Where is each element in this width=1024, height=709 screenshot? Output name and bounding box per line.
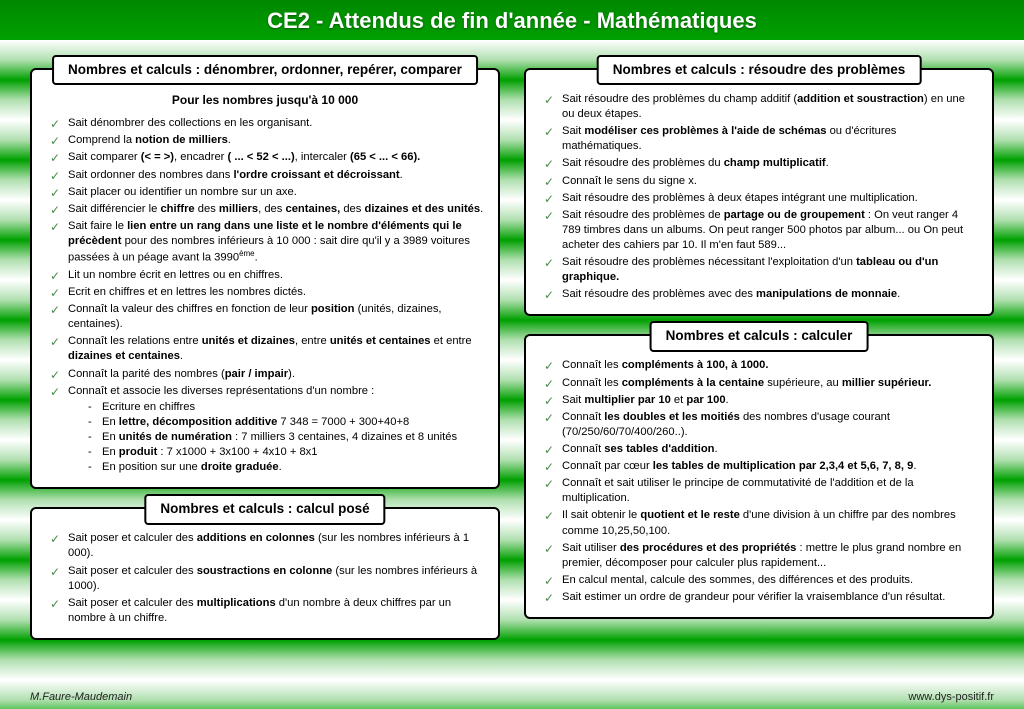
list-item: Connaît la valeur des chiffres en foncti… [50,302,484,332]
list-item: Il sait obtenir le quotient et le reste … [544,508,978,538]
list-item: Connaît et associe les diverses représen… [50,384,484,476]
list-item: Comprend la notion de milliers. [50,133,484,148]
list-item: Sait différencier le chiffre des millier… [50,202,484,217]
right-column: Nombres et calculs : résoudre des problè… [524,50,994,640]
box-calculer-list: Connaît les compléments à 100, à 1000. Co… [540,358,978,605]
list-item: Sait poser et calculer des additions en … [50,531,484,561]
box-calcul-pose: Nombres et calculs : calcul posé Sait po… [30,507,500,640]
list-item: Connaît les compléments à 100, à 1000. [544,358,978,373]
list-item: Connaît ses tables d'addition. [544,442,978,457]
box-problemes-list: Sait résoudre des problèmes du champ add… [540,92,978,302]
list-item: Ecriture en chiffres [88,400,484,415]
list-item: Sait résoudre des problèmes du champ mul… [544,156,978,171]
list-item: Sait faire le lien entre un rang dans un… [50,219,484,266]
box-problemes-title: Nombres et calculs : résoudre des problè… [597,55,922,85]
list-item: Connaît et sait utiliser le principe de … [544,476,978,506]
list-item: En position sur une droite graduée. [88,460,484,475]
list-item: Sait résoudre des problèmes nécessitant … [544,255,978,285]
footer-author: M.Faure-Maudemain [30,691,132,703]
sub-list: Ecriture en chiffresEn lettre, décomposi… [68,400,484,476]
list-item: Connaît la parité des nombres (pair / im… [50,367,484,382]
list-item: Connaît les relations entre unités et di… [50,334,484,364]
list-item: En lettre, décomposition additive 7 348 … [88,415,484,430]
box-denombrer-subhead: Pour les nombres jusqu'à 10 000 [46,92,484,108]
list-item: Sait comparer (< = >), encadrer ( ... < … [50,150,484,165]
page-title: CE2 - Attendus de fin d'année - Mathémat… [0,0,1024,40]
list-item: Sait estimer un ordre de grandeur pour v… [544,590,978,605]
columns: Nombres et calculs : dénombrer, ordonner… [0,40,1024,640]
box-calculer-title: Nombres et calculs : calculer [650,321,869,351]
left-column: Nombres et calculs : dénombrer, ordonner… [30,50,500,640]
list-item: Ecrit en chiffres et en lettres les nomb… [50,285,484,300]
box-calcul-pose-list: Sait poser et calculer des additions en … [46,531,484,626]
list-item: Sait multiplier par 10 et par 100. [544,393,978,408]
list-item: Sait résoudre des problèmes du champ add… [544,92,978,122]
list-item: Sait résoudre des problèmes à deux étape… [544,191,978,206]
box-denombrer-title: Nombres et calculs : dénombrer, ordonner… [52,55,478,85]
box-denombrer-list: Sait dénombrer des collections en les or… [46,116,484,475]
list-item: En unités de numération : 7 milliers 3 c… [88,430,484,445]
list-item: Connaît le sens du signe x. [544,174,978,189]
list-item: Sait poser et calculer des soustractions… [50,564,484,594]
list-item: Connaît les compléments à la centaine su… [544,376,978,391]
box-problemes: Nombres et calculs : résoudre des problè… [524,68,994,316]
list-item: Sait poser et calculer des multiplicatio… [50,596,484,626]
box-denombrer: Nombres et calculs : dénombrer, ordonner… [30,68,500,489]
list-item: Connaît les doubles et les moitiés des n… [544,410,978,440]
box-calcul-pose-title: Nombres et calculs : calcul posé [144,494,385,524]
list-item: Lit un nombre écrit en lettres ou en chi… [50,268,484,283]
list-item: Sait ordonner des nombres dans l'ordre c… [50,168,484,183]
footer-site: www.dys-positif.fr [908,691,994,703]
list-item: Sait résoudre des problèmes de partage o… [544,208,978,253]
box-calculer: Nombres et calculs : calculer Connaît le… [524,334,994,619]
list-item: Sait dénombrer des collections en les or… [50,116,484,131]
list-item: Connaît par cœur les tables de multiplic… [544,459,978,474]
list-item: Sait utiliser des procédures et des prop… [544,541,978,571]
list-item: Sait modéliser ces problèmes à l'aide de… [544,124,978,154]
list-item: En produit : 7 x1000 + 3x100 + 4x10 + 8x… [88,445,484,460]
list-item: Sait placer ou identifier un nombre sur … [50,185,484,200]
list-item: En calcul mental, calcule des sommes, de… [544,573,978,588]
list-item: Sait résoudre des problèmes avec des man… [544,287,978,302]
